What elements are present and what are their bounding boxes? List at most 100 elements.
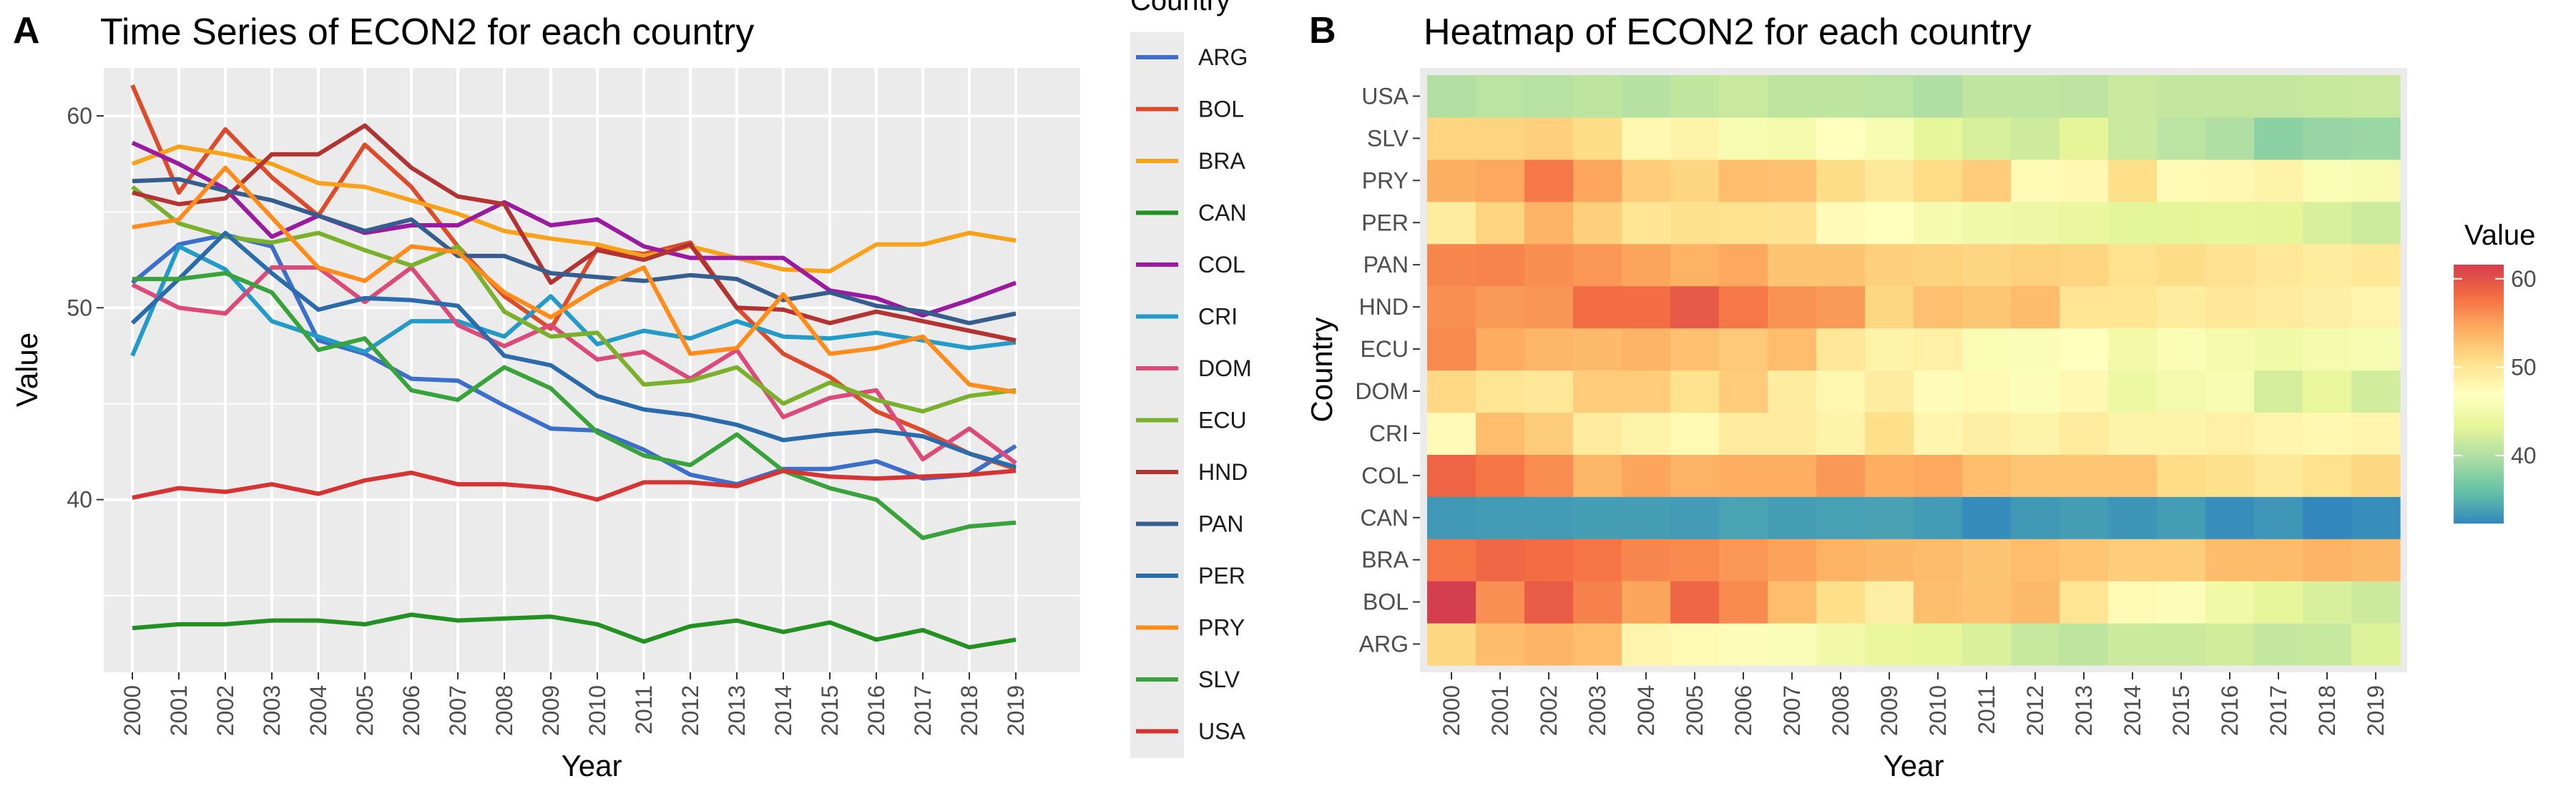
heatmap-cell — [1622, 623, 1671, 666]
heatmap-cell — [1524, 539, 1574, 581]
heatmap-cell — [1962, 201, 2012, 245]
heatmap-cell — [2060, 243, 2109, 287]
heatmap-cell — [2205, 117, 2255, 160]
heatmap-cell — [2108, 117, 2158, 160]
heatmap-y-axis-title: Country — [1305, 317, 1338, 422]
heatmap-cell — [1573, 581, 1622, 624]
heatmap-cell — [1476, 117, 1525, 160]
line-legend: ARG BOL BRA CAN COL CRI DOM ECU HND PAN PER PRY SLV U… — [1136, 44, 1252, 745]
heatmap-cell — [2351, 623, 2401, 666]
heatmap-cell — [1573, 539, 1622, 581]
heatmap-cell — [1622, 243, 1671, 287]
line-x-tick-label: 2013 — [724, 685, 750, 736]
heatmap-cell — [2011, 412, 2060, 455]
heatmap-cell — [2254, 75, 2303, 118]
legend-label-dom: DOM — [1198, 355, 1252, 381]
panel-b-tag: B — [1309, 10, 1336, 51]
heatmap-cell — [2254, 496, 2303, 539]
heatmap-cell — [2157, 285, 2206, 329]
heatmap-cell — [2011, 454, 2060, 497]
heatmap-cell — [1719, 370, 1768, 413]
heatmap-cell — [1622, 496, 1671, 539]
heatmap-y-tick-label: ECU — [1360, 336, 1409, 362]
heatmap-cell — [1524, 243, 1574, 287]
line-x-tick-label: 2004 — [305, 685, 331, 736]
heatmap-cell — [1768, 370, 1817, 413]
heatmap-cell — [1573, 328, 1622, 371]
heatmap-cell — [2351, 285, 2401, 329]
heatmap-cell — [1768, 539, 1817, 581]
heatmap-cell — [2205, 285, 2255, 329]
heatmap-cell — [1524, 328, 1574, 371]
heatmap-cells — [1427, 75, 2401, 666]
heatmap-cell — [2254, 454, 2303, 497]
heatmap-cell — [2108, 370, 2158, 413]
heatmap-cell — [2205, 539, 2255, 581]
heatmap-cell — [1962, 285, 2012, 329]
heatmap-cell — [1768, 75, 1817, 118]
heatmap-cell — [1719, 328, 1768, 371]
heatmap-y-tick-label: PRY — [1362, 167, 1409, 193]
heatmap-cell — [1719, 539, 1768, 581]
heatmap-cell — [2205, 328, 2255, 371]
line-series-hnd — [132, 123, 1017, 343]
line-series-can — [132, 612, 1017, 650]
heatmap-cell — [1768, 623, 1817, 666]
heatmap-y-tick-label: PER — [1361, 210, 1409, 235]
heatmap-cell — [2303, 201, 2352, 245]
heatmap-cell — [1622, 117, 1671, 160]
heatmap-cell — [1670, 117, 1720, 160]
heatmap-cell — [1573, 159, 1622, 202]
heatmap-cell — [1476, 581, 1525, 624]
heatmap-cell — [1573, 370, 1622, 413]
heatmap-cell — [1427, 243, 1476, 287]
heatmap-cell — [2303, 117, 2352, 160]
heatmap-cell — [1622, 328, 1671, 371]
heatmap-cell — [1670, 370, 1720, 413]
heatmap-cell — [2108, 581, 2158, 624]
heatmap-cell — [2351, 581, 2401, 624]
heatmap-cell — [1816, 496, 1866, 539]
heatmap-cell — [2011, 159, 2060, 202]
heatmap-cell — [1768, 581, 1817, 624]
heatmap-cell — [1427, 581, 1476, 624]
line-x-tick-label: 2017 — [910, 685, 936, 736]
heatmap-cell — [1914, 243, 1963, 287]
heatmap-cell — [1476, 201, 1525, 245]
heatmap-cell — [2157, 539, 2206, 581]
heatmap-cell — [2205, 623, 2255, 666]
heatmap-cell — [1962, 117, 2012, 160]
heatmap-cell — [1573, 75, 1622, 118]
heatmap-cell — [1622, 539, 1671, 581]
heatmap-cell — [1476, 623, 1525, 666]
heatmap-cell — [2011, 328, 2060, 371]
line-y-tick-label: 50 — [67, 295, 92, 320]
heatmap-cell — [1914, 117, 1963, 160]
heatmap-cell — [2157, 370, 2206, 413]
heatmap-cell — [1622, 201, 1671, 245]
legend-label-per: PER — [1198, 563, 1245, 589]
heatmap-cell — [2303, 75, 2352, 118]
line-x-ticks: 2000 2001 2002 2003 2004 2005 2006 2007 2008 2009… — [119, 672, 1029, 736]
heatmap-cell — [1768, 159, 1817, 202]
heatmap-cell — [1914, 539, 1963, 581]
heatmap-x-tick-label: 2003 — [1585, 685, 1610, 736]
heatmap-cell — [1962, 454, 2012, 497]
heatmap-cell — [1573, 285, 1622, 329]
heatmap-x-tick-label: 2002 — [1536, 685, 1562, 736]
heatmap-cell — [1865, 328, 1914, 371]
heatmap-cell — [1476, 328, 1525, 371]
heatmap-cell — [2108, 623, 2158, 666]
colorbar — [2454, 265, 2504, 524]
heatmap-x-tick-label: 2018 — [2314, 685, 2340, 736]
heatmap-cell — [1622, 454, 1671, 497]
heatmap-y-tick-label: SLV — [1367, 125, 1409, 151]
line-x-tick-label: 2001 — [166, 685, 192, 736]
line-x-tick-label: 2003 — [259, 685, 285, 736]
heatmap-x-ticks: 2000 2001 2002 2003 2004 2005 2006 2007 2008 2009… — [1439, 672, 2389, 736]
heatmap-cell — [1719, 159, 1768, 202]
line-series-pan — [132, 177, 1017, 325]
heatmap-cell — [1962, 623, 2012, 666]
heatmap-y-ticks: ARG BOL BRA CAN COL CRI DOM ECU HND PAN PER PRY SLV U… — [1355, 83, 1420, 657]
